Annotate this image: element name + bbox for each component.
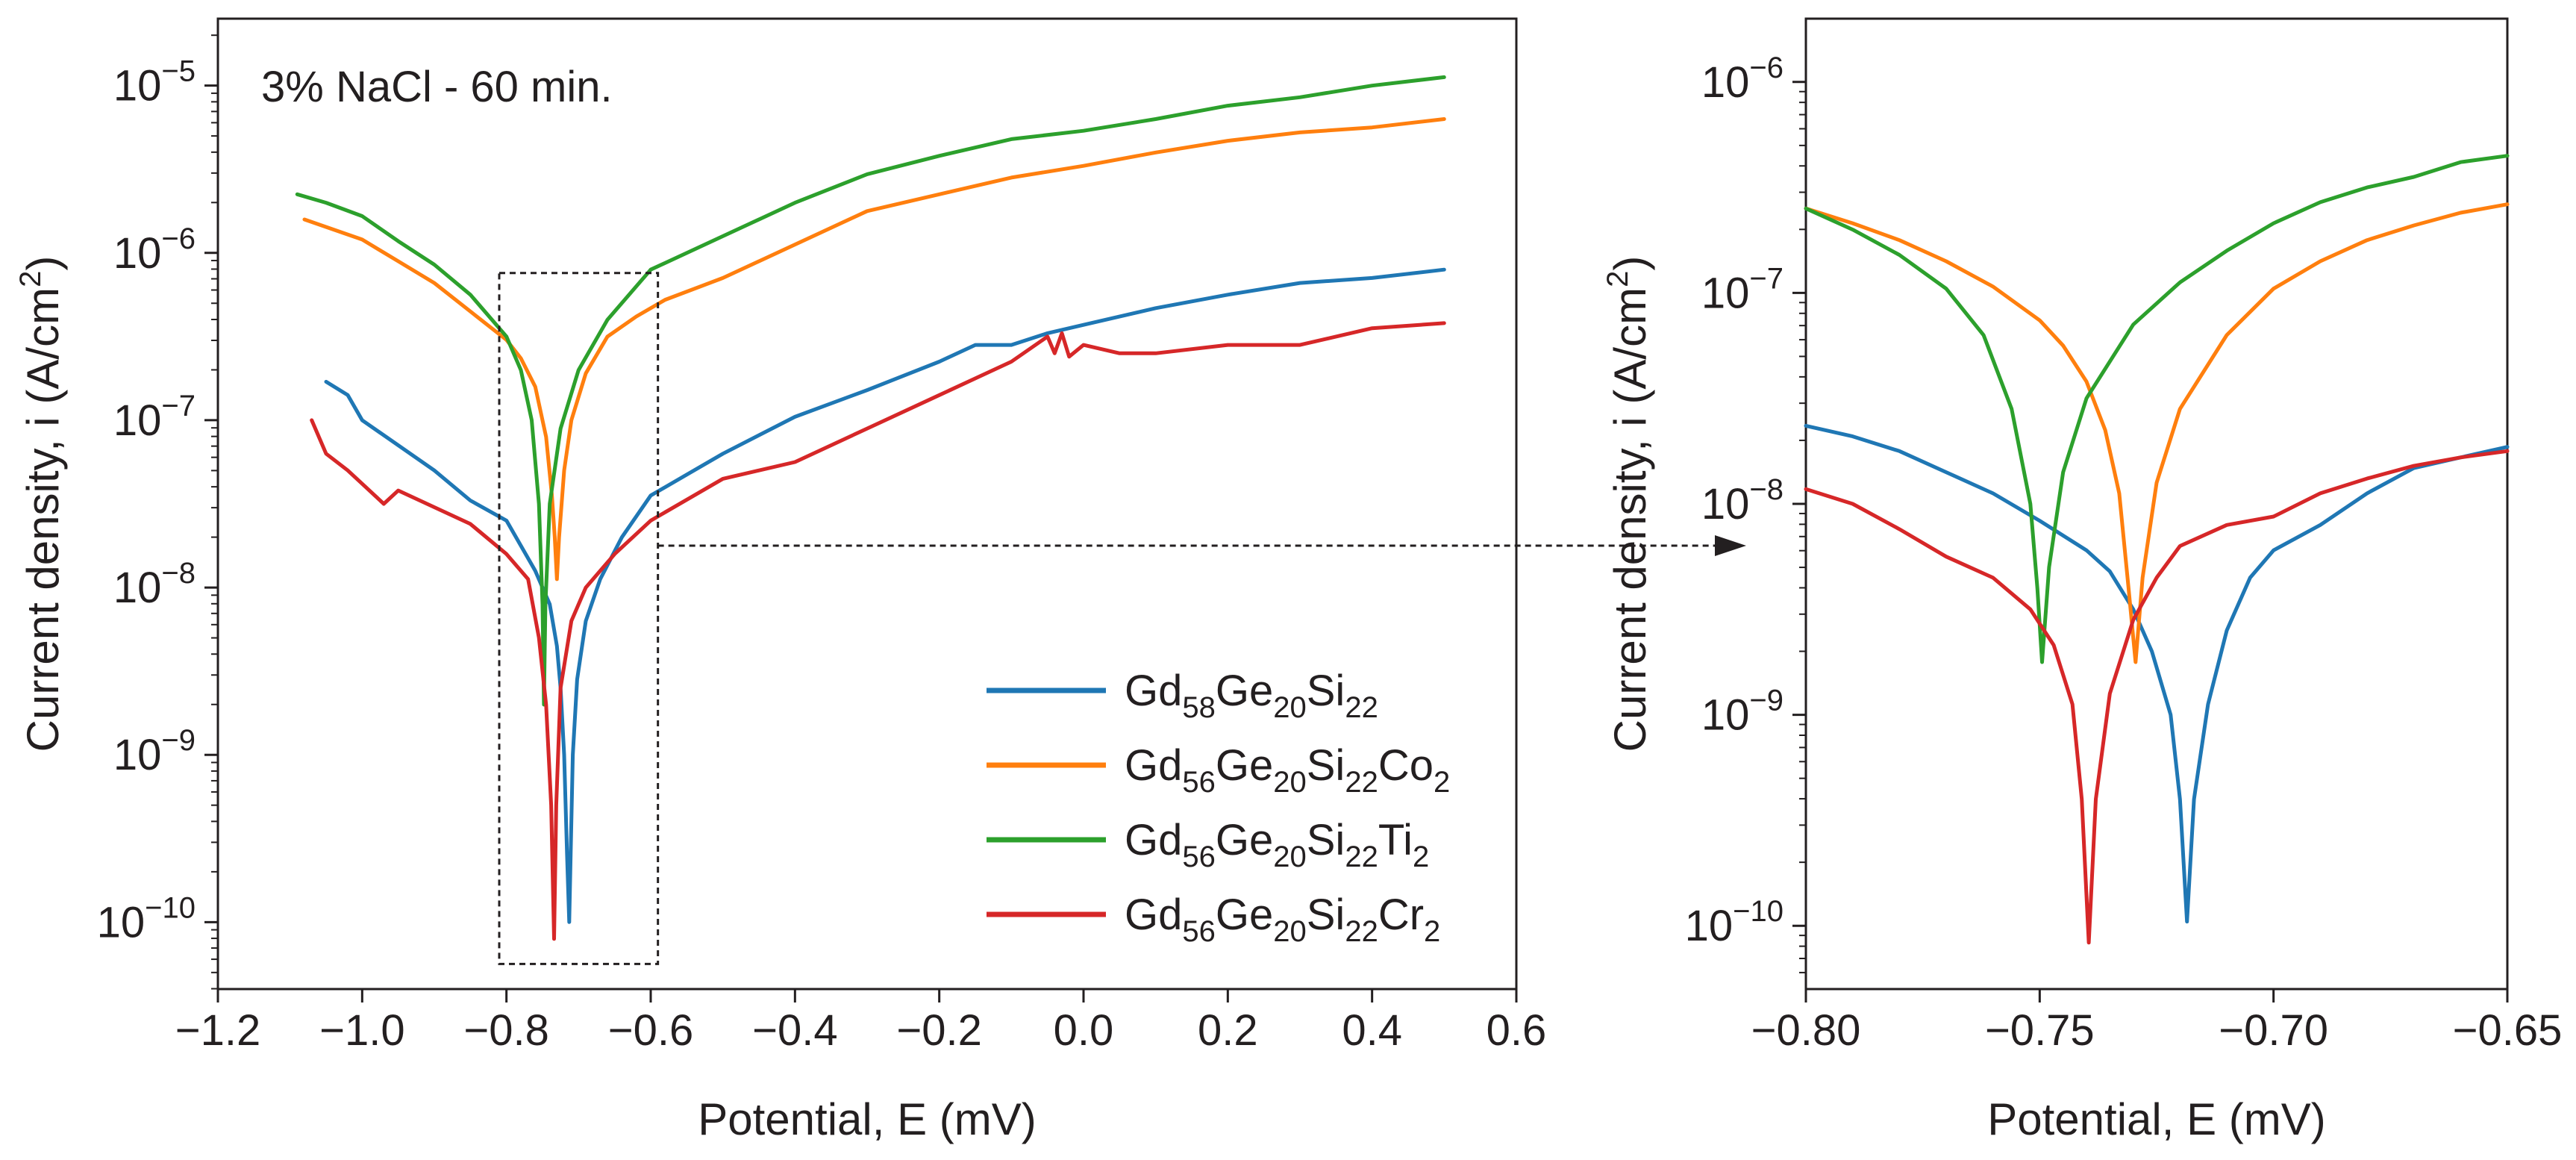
main-plot-frame — [216, 17, 1518, 991]
inset-series-line-1 — [1804, 202, 2510, 664]
main-x-axis-label: Potential, E (mV) — [698, 1094, 1037, 1144]
main-x-tick-label: −1.2 — [175, 1006, 261, 1055]
main-y-tick-label: 10−6 — [113, 222, 196, 278]
main-polarization-chart: −1.2 −1.0 −0.8 −0.6 −0.4 −0.2 0.0 0.2 0.4 0.6 10−… — [14, 17, 1746, 1144]
main-y-tick-label: 10−9 — [113, 724, 196, 779]
inset-series-line-3 — [1804, 449, 2510, 945]
legend-label-0: Gd58Ge20Si22 — [1125, 667, 1378, 724]
inset-x-tick-label: −0.75 — [1985, 1006, 2095, 1055]
inset-polarization-chart: −0.80 −0.75 −0.70 −0.65 10−10 10−9 10−8 10−7 10… — [1601, 17, 2563, 1144]
main-x-tick-label: −0.4 — [752, 1006, 838, 1055]
main-x-tick-label: −0.2 — [896, 1006, 982, 1055]
inset-y-axis-label: Current density, i (A/cm2) — [1601, 256, 1655, 752]
main-x-tick-label: 0.6 — [1486, 1006, 1547, 1055]
main-x-tick-label: −0.6 — [608, 1006, 694, 1055]
main-y-tick-label: 10−7 — [113, 390, 196, 445]
inset-series-line-0 — [1804, 423, 2510, 924]
main-series-line-0 — [324, 267, 1446, 924]
inset-y-tick-label: 10−6 — [1701, 52, 1783, 107]
main-x-tick-label: 0.2 — [1198, 1006, 1258, 1055]
main-y-tick-label: 10−8 — [113, 557, 196, 612]
main-x-tick-label: 0.4 — [1342, 1006, 1402, 1055]
inset-y-tick-label: 10−9 — [1701, 685, 1783, 740]
zoom-region-box — [498, 272, 660, 965]
main-series-line-3 — [310, 321, 1446, 941]
legend-label-1: Gd56Ge20Si22Co2 — [1125, 741, 1450, 799]
main-series-line-1 — [302, 117, 1446, 581]
zoom-arrow-head — [1715, 535, 1746, 557]
inset-series-line-2 — [1804, 154, 2510, 664]
inset-plot-frame — [1804, 17, 2509, 991]
inset-y-tick-label: 10−7 — [1701, 262, 1783, 317]
main-y-axis-label: Current density, i (A/cm2) — [14, 256, 68, 752]
main-series-line-2 — [295, 75, 1446, 707]
main-x-tick-label: −1.0 — [319, 1006, 405, 1055]
main-x-tick-label: 0.0 — [1054, 1006, 1114, 1055]
main-annotation: 3% NaCl - 60 min. — [261, 63, 613, 111]
inset-y-tick-label: 10−8 — [1701, 473, 1783, 528]
inset-x-tick-label: −0.70 — [2219, 1006, 2328, 1055]
inset-y-tick-label: 10−10 — [1685, 895, 1783, 950]
main-y-tick-label: 10−5 — [113, 55, 196, 110]
inset-x-axis-label: Potential, E (mV) — [1987, 1094, 2326, 1144]
legend-label-2: Gd56Ge20Si22Ti2 — [1125, 816, 1429, 873]
main-y-tick-label: 10−10 — [97, 891, 196, 947]
main-legend: Gd58Ge20Si22 Gd56Ge20Si22Co2 Gd56Ge20Si22T… — [987, 667, 1450, 948]
main-x-tick-label: −0.8 — [463, 1006, 549, 1055]
inset-x-tick-label: −0.65 — [2453, 1006, 2563, 1055]
inset-x-tick-label: −0.80 — [1751, 1006, 1861, 1055]
legend-label-3: Gd56Ge20Si22Cr2 — [1125, 891, 1440, 948]
